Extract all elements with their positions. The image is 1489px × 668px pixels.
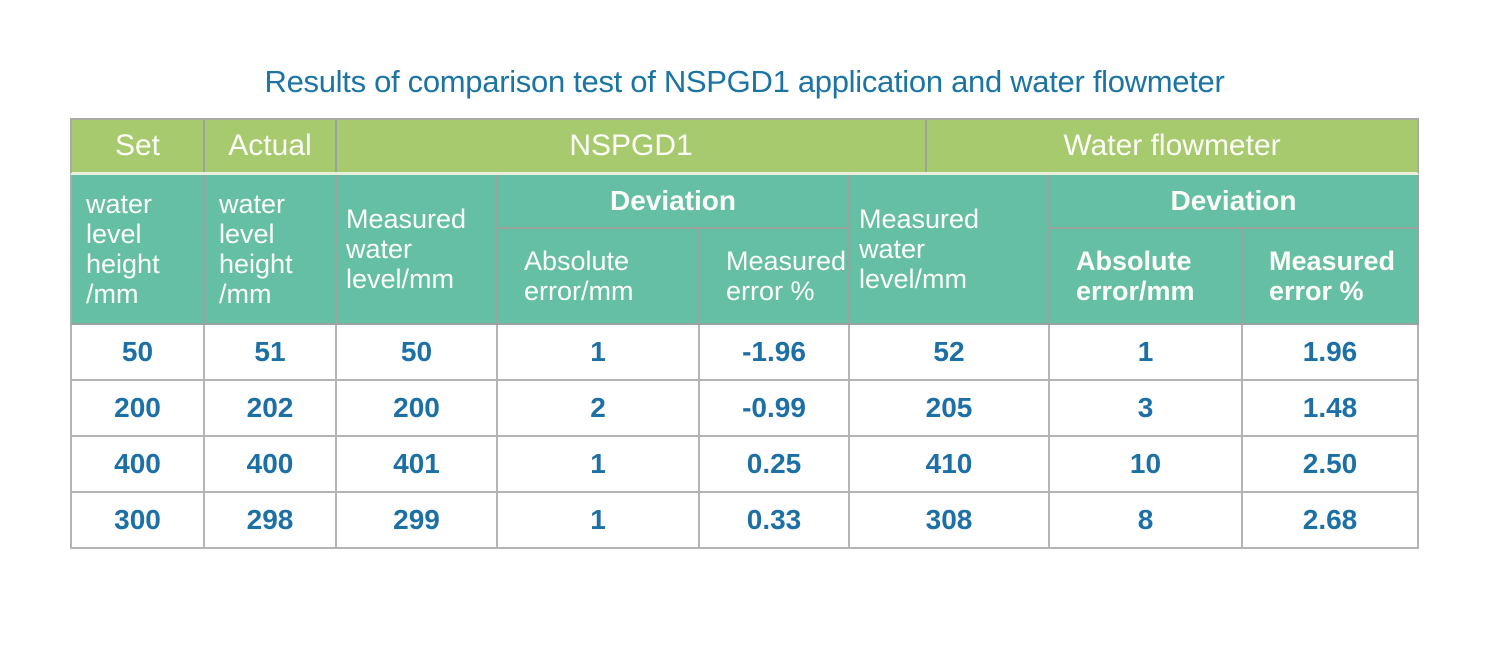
table-cell: 200 (72, 381, 205, 437)
table-group-header-row: Set Actual NSPGD1 Water flowmeter (70, 118, 1419, 175)
table-cell: 202 (205, 381, 337, 437)
header-nspgd1-measured-water-level: Measured water level/mm (337, 175, 498, 325)
table-cell: 50 (72, 325, 205, 381)
table-cell: 400 (72, 437, 205, 493)
header-group-nspgd1: NSPGD1 (337, 120, 927, 172)
table-cell: 51 (205, 325, 337, 381)
table-sub-header: water level height /mm water level heigh… (70, 175, 1419, 325)
table-cell: -1.96 (700, 325, 850, 381)
table-cell: 298 (205, 493, 337, 549)
table-cell: 1 (498, 437, 700, 493)
table-cell: 410 (850, 437, 1050, 493)
table-cell: 0.33 (700, 493, 850, 549)
header-nspgd1-deviation: Deviation (498, 175, 850, 229)
table-cell: 8 (1050, 493, 1243, 549)
header-group-set: Set (72, 120, 205, 172)
table-cell: 1 (498, 493, 700, 549)
table-cell: 205 (850, 381, 1050, 437)
table-cell: 400 (205, 437, 337, 493)
table-cell: 200 (337, 381, 498, 437)
header-group-water-flowmeter: Water flowmeter (1063, 129, 1281, 162)
table-cell: 52 (850, 325, 1050, 381)
table-cell: 300 (72, 493, 205, 549)
table-cell: 308 (850, 493, 1050, 549)
table-cell: 10 (1050, 437, 1243, 493)
table-body: 50 51 50 1 -1.96 52 1 1.96 200 202 200 2… (70, 325, 1419, 549)
header-flowmeter-deviation: Deviation (1050, 175, 1419, 229)
table-cell: 1 (498, 325, 700, 381)
table-cell: 3 (1050, 381, 1243, 437)
header-actual-water-level-height: water level height /mm (205, 175, 337, 325)
page-title: Results of comparison test of NSPGD1 app… (264, 64, 1225, 99)
header-flowmeter-measured-water-level: Measured water level/mm (850, 175, 1050, 325)
table-cell: 299 (337, 493, 498, 549)
table-cell: 1.48 (1243, 381, 1419, 437)
header-set-water-level-height: water level height /mm (72, 175, 205, 325)
header-flowmeter-absolute-error: Absolute error/mm (1050, 229, 1243, 325)
table-cell: 1.96 (1243, 325, 1419, 381)
table-cell: 2.50 (1243, 437, 1419, 493)
table-cell: 50 (337, 325, 498, 381)
table-cell: 2.68 (1243, 493, 1419, 549)
header-flowmeter-measured-error: Measured error % (1243, 229, 1419, 325)
table-cell: 1 (1050, 325, 1243, 381)
results-table: Set Actual NSPGD1 Water flowmeter water … (70, 118, 1419, 549)
page: Results of comparison test of NSPGD1 app… (0, 64, 1489, 668)
header-group-actual: Actual (205, 120, 337, 172)
table-cell: -0.99 (700, 381, 850, 437)
table-cell: 0.25 (700, 437, 850, 493)
table-cell: 2 (498, 381, 700, 437)
header-nspgd1-absolute-error: Absolute error/mm (498, 229, 700, 325)
header-nspgd1-measured-error: Measured error % (700, 229, 850, 325)
table-cell: 401 (337, 437, 498, 493)
